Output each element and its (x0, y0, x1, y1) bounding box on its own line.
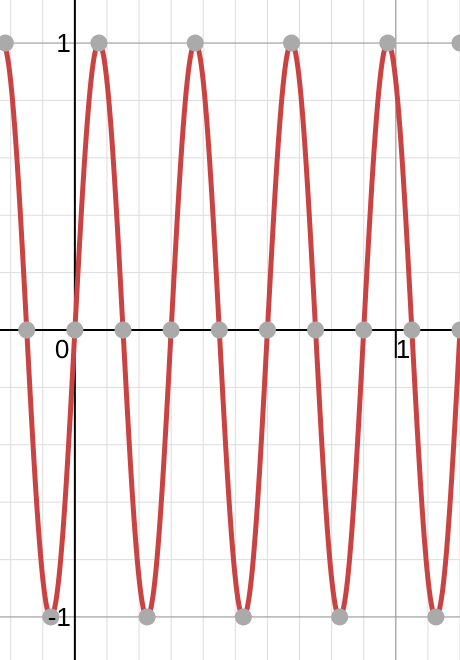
curve-point (42, 608, 60, 626)
curve-point (258, 321, 276, 339)
curve-point (403, 321, 421, 339)
x-tick-label: 1 (396, 334, 410, 364)
curve-point (162, 321, 180, 339)
y-tick-label: 1 (56, 28, 70, 58)
curve-point (427, 608, 445, 626)
curve-point (138, 608, 156, 626)
curve-point (355, 321, 373, 339)
curve-point (379, 34, 397, 52)
sine-curve (0, 40, 460, 620)
curve-point (90, 34, 108, 52)
curve-point (18, 321, 36, 339)
points-layer (0, 34, 460, 626)
tick-labels: 0 1 1 -1 (48, 28, 411, 632)
curve-point (0, 34, 14, 52)
curve-point (307, 321, 325, 339)
curve-point (234, 608, 252, 626)
curve-point (66, 321, 84, 339)
curve-layer (0, 40, 460, 620)
curve-point (186, 34, 204, 52)
curve-point (114, 321, 132, 339)
curve-point (451, 321, 460, 339)
y-tick-label: -1 (48, 602, 71, 632)
curve-point (283, 34, 301, 52)
x-tick-label: 0 (55, 334, 69, 364)
curve-point (210, 321, 228, 339)
curve-point (331, 608, 349, 626)
curve-point (451, 34, 460, 52)
